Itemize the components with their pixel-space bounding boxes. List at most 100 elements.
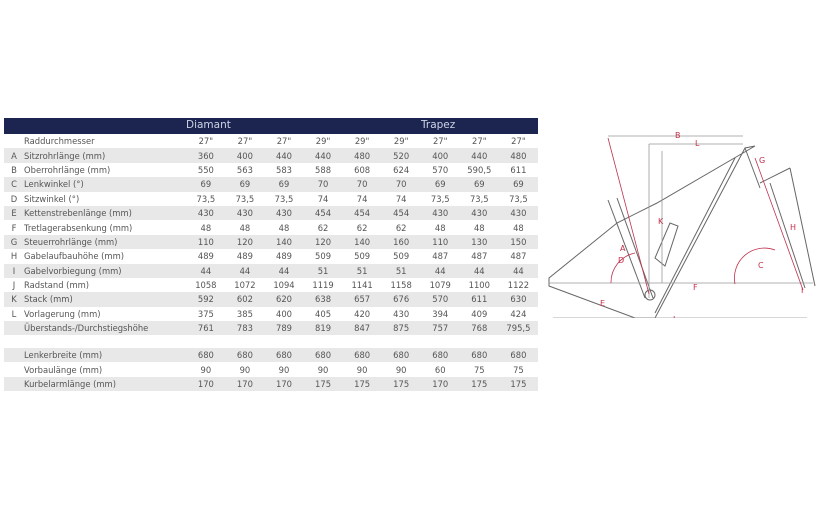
row-letter — [4, 134, 24, 148]
cell-value: 430 — [459, 205, 499, 221]
table-row: Raddurchmesser 27" 27" 27" 29" 29" 29" 27" 27" 27… — [4, 134, 538, 148]
cell-value: 74 — [395, 193, 407, 204]
cell-value: 73,5 — [469, 193, 489, 204]
cell-value: 400 — [420, 148, 460, 163]
cell-value: 69 — [186, 177, 226, 192]
cell-value: 583 — [275, 164, 292, 175]
cell-value: 27" — [276, 136, 292, 147]
cell-value: 430 — [393, 308, 410, 319]
cell-value: 48 — [513, 222, 524, 233]
cell-value: 480 — [342, 148, 382, 163]
svg-text:J: J — [672, 315, 675, 318]
seat-tube — [607, 199, 646, 299]
row-label: Steuerrohrlänge (mm) — [24, 234, 187, 250]
row-label: Vorlagerung (mm) — [24, 308, 101, 319]
cell-value: 150 — [498, 234, 538, 250]
cell-value: 69 — [264, 177, 304, 192]
cell-value: 74 — [356, 193, 368, 204]
cell-value: 680 — [420, 348, 460, 363]
cell-value: 768 — [459, 321, 499, 336]
cell-value: 51 — [303, 263, 343, 278]
cell-value: 170 — [186, 376, 226, 392]
cell-value: 430 — [264, 205, 304, 221]
cell-value: 680 — [186, 348, 226, 363]
cell-value: 120 — [225, 234, 265, 250]
cell-value: 60 — [434, 364, 446, 375]
cell-value: 51 — [342, 263, 382, 278]
bottle — [654, 222, 679, 267]
svg-text:G: G — [759, 156, 765, 165]
cell-value: 29" — [393, 136, 409, 147]
cell-value: 487 — [471, 251, 488, 262]
cell-value: 69 — [225, 177, 265, 192]
dimension-lines-red — [607, 137, 804, 295]
cell-value: 676 — [381, 292, 421, 307]
table-row: F Tretlagerabsenkung (mm) 48 48 48 62 62 62 48 48… — [4, 220, 538, 234]
cell-value: 680 — [342, 348, 382, 363]
row-letter: G — [4, 234, 25, 250]
cell-value: 588 — [315, 164, 332, 175]
cell-value: 409 — [471, 308, 488, 319]
row-label: Raddurchmesser — [24, 136, 95, 147]
frame-geometry-diagram: B L K G H C DA E F I J — [548, 131, 816, 318]
svg-text:B: B — [675, 131, 681, 140]
cell-value: 27" — [432, 136, 448, 147]
cell-value: 394 — [432, 308, 449, 319]
table-row: K Stack (mm) 592 602 620 638 657 676 570 611 630 — [4, 292, 538, 307]
fork — [769, 182, 806, 289]
cell-value: 120 — [303, 234, 343, 250]
row-label: Gabelaufbauhöhe (mm) — [24, 251, 124, 262]
svg-text:C: C — [758, 261, 764, 270]
cell-value: 550 — [197, 164, 214, 175]
group-header-diamant: Diamant — [186, 119, 231, 131]
cell-value: 420 — [354, 308, 371, 319]
cell-value: 90 — [239, 364, 251, 375]
row-label: Tretlagerabsenkung (mm) — [24, 222, 133, 233]
cell-value: 27" — [472, 136, 487, 147]
cell-value: 454 — [381, 205, 421, 221]
table-row: L Vorlagerung (mm) 375 385 400 405 420 430 394 40… — [4, 307, 538, 321]
cell-value: 440 — [264, 148, 304, 163]
cell-value: 520 — [381, 148, 421, 163]
table-row: D Sitzwinkel (°) 73,5 73,5 73,5 74 74 74 73,5 73,… — [4, 192, 538, 206]
cell-value: 48 — [434, 222, 446, 233]
down-tube — [654, 157, 736, 314]
dimension-lines — [549, 135, 813, 318]
cell-value: 69 — [459, 177, 499, 192]
cell-value: 175 — [303, 376, 343, 392]
row-label: Gabelvorbiegung (mm) — [24, 263, 187, 278]
svg-text:F: F — [693, 283, 698, 292]
cell-value: 795,5 — [498, 321, 538, 336]
cell-value: 1122 — [507, 280, 530, 291]
row-label: Vorbaulänge (mm) — [24, 364, 103, 375]
cell-value: 611 — [510, 164, 527, 175]
row-label: Oberrohrlänge (mm) — [24, 164, 111, 175]
cell-value: 90 — [278, 364, 290, 375]
cell-value: 48 — [239, 222, 251, 233]
cell-value: 175 — [498, 376, 538, 392]
cell-value: 170 — [264, 376, 304, 392]
cell-value: 608 — [354, 164, 371, 175]
cell-value: 140 — [264, 234, 304, 250]
cell-value: 680 — [498, 348, 538, 363]
bike-frame — [548, 145, 816, 318]
cell-value: 90 — [395, 364, 407, 375]
cell-value: 44 — [459, 263, 499, 278]
cell-value: 430 — [498, 205, 538, 221]
cell-value: 480 — [498, 148, 538, 163]
cell-value: 400 — [225, 148, 265, 163]
cell-value: 620 — [264, 292, 304, 307]
cell-value: 1141 — [351, 280, 373, 291]
row-label: Lenkwinkel (°) — [24, 177, 187, 192]
cell-value: 509 — [315, 251, 332, 262]
cell-value: 680 — [381, 348, 421, 363]
row-label: Kettenstrebenlänge (mm) — [24, 205, 187, 221]
row-letter — [4, 376, 25, 392]
components-table: Lenkerbreite (mm) 680 680 680 680 680 680 680 68… — [4, 348, 538, 392]
row-label: Sitzwinkel (°) — [24, 193, 80, 204]
cell-value: 70 — [381, 177, 421, 192]
cell-value: 1094 — [273, 280, 295, 291]
cell-value: 44 — [264, 263, 304, 278]
svg-text:E: E — [600, 299, 605, 308]
row-label: Stack (mm) — [24, 292, 187, 307]
